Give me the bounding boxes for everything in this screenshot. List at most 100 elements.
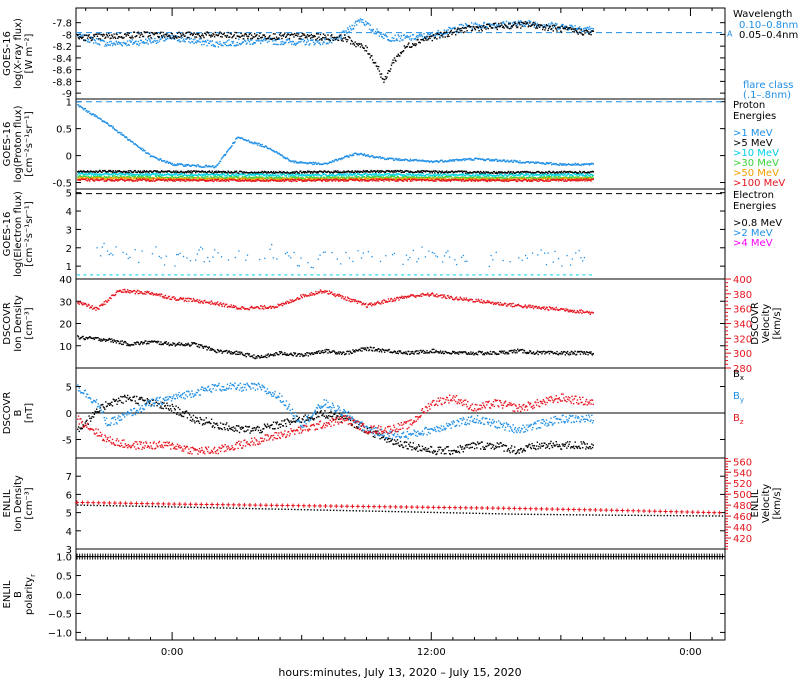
- data-point: [162, 178, 164, 181]
- data-point: [476, 26, 479, 28]
- data-point: [456, 174, 458, 177]
- data-point: [325, 171, 327, 173]
- data-point: [256, 173, 258, 175]
- data-point: [300, 172, 303, 174]
- data-point: [160, 36, 163, 38]
- data-point: [376, 65, 378, 68]
- data-point: [230, 146, 232, 148]
- data-point: [392, 157, 394, 160]
- data-point: [395, 178, 397, 180]
- data-point: [225, 41, 227, 43]
- data-point: [219, 160, 222, 163]
- data-point: [321, 177, 324, 180]
- data-point: [457, 28, 459, 30]
- data-point: [137, 40, 139, 43]
- data-point: [279, 32, 282, 34]
- data-point: [367, 174, 369, 177]
- data-point: [529, 179, 532, 181]
- data-point: [331, 177, 333, 179]
- data-point: [160, 159, 163, 162]
- data-point: [265, 39, 267, 41]
- data-point: [129, 170, 132, 172]
- data-point: [308, 174, 310, 176]
- data-point: [133, 180, 136, 182]
- data-point: [353, 174, 356, 176]
- data-point: [591, 174, 593, 176]
- data-point: [145, 173, 147, 175]
- data-point: [263, 174, 265, 177]
- data-point: [326, 171, 328, 173]
- data-point: [88, 179, 90, 181]
- data-point: [331, 176, 334, 179]
- data-point: [512, 161, 514, 163]
- data-point: [349, 154, 352, 156]
- data-point: [532, 179, 534, 181]
- data-point: [96, 176, 99, 178]
- data-point: [588, 26, 591, 28]
- data-point: [102, 178, 104, 180]
- data-point: [543, 177, 545, 180]
- data-point: [142, 177, 144, 179]
- data-point: [176, 170, 179, 173]
- data-point: [244, 171, 247, 174]
- data-point: [442, 161, 444, 163]
- data-point: [114, 36, 116, 38]
- data-point: [455, 173, 457, 176]
- data-point: [207, 177, 210, 180]
- data-point: [95, 179, 97, 181]
- data-point: [482, 172, 484, 174]
- data-point: [315, 162, 317, 164]
- data-point: [455, 176, 458, 178]
- data-point: [442, 171, 445, 174]
- data-point: [567, 177, 570, 179]
- data-point: [82, 177, 84, 179]
- data-point: [116, 130, 118, 132]
- data-point: [109, 176, 111, 179]
- data-point: [538, 171, 541, 173]
- data-point: [453, 160, 455, 162]
- data-point: [420, 33, 422, 35]
- data-point: [210, 178, 213, 181]
- data-point: [422, 169, 424, 172]
- data-point: [265, 37, 267, 40]
- data-point: [91, 171, 93, 173]
- data-point: [349, 25, 351, 28]
- data-point: [485, 26, 487, 28]
- data-point: [588, 174, 590, 177]
- data-point: [442, 176, 444, 179]
- data-point: [497, 24, 499, 26]
- data-point: [441, 170, 443, 172]
- data-point: [347, 35, 350, 38]
- data-point: [507, 27, 509, 29]
- data-point: [321, 37, 323, 40]
- data-point: [444, 171, 446, 173]
- data-point: [295, 34, 297, 37]
- data-point: [370, 177, 372, 179]
- data-point: [79, 33, 81, 35]
- data-point: [325, 176, 328, 178]
- data-point: [144, 150, 146, 152]
- data-point: [80, 176, 83, 179]
- data-point: [227, 44, 229, 47]
- data-point: [271, 176, 273, 178]
- data-point: [201, 170, 203, 172]
- data-point: [391, 158, 393, 160]
- data-point: [328, 178, 330, 181]
- data-point: [353, 44, 356, 46]
- data-point: [253, 141, 256, 143]
- data-point: [137, 170, 139, 172]
- data-point: [170, 163, 173, 165]
- data-point: [164, 180, 166, 182]
- data-point: [536, 178, 539, 180]
- data-point: [550, 172, 552, 174]
- data-point: [479, 173, 482, 176]
- data-point: [354, 170, 356, 172]
- data-point: [424, 175, 426, 177]
- data-point: [258, 177, 260, 180]
- data-point: [576, 176, 579, 178]
- data-point: [264, 177, 266, 180]
- data-point: [185, 177, 188, 179]
- data-point: [356, 43, 359, 45]
- data-point: [240, 177, 242, 180]
